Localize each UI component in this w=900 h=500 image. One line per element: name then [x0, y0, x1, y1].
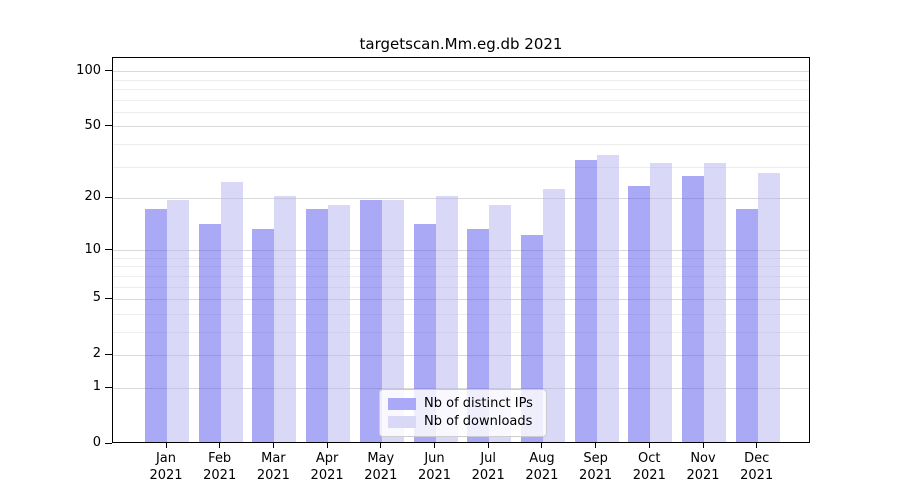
bar-distinct-ips: [628, 185, 651, 442]
x-tick-label-aug: Aug 2021: [525, 451, 559, 483]
y-gridline-minor: [113, 144, 809, 145]
y-gridline-major: [113, 354, 809, 356]
y-tick-mark: [105, 196, 112, 198]
x-tick-mark: [219, 443, 221, 448]
y-tick-label: 5: [92, 290, 101, 306]
y-gridline-minor: [113, 331, 809, 333]
x-tick-label-apr: Apr 2021: [310, 451, 344, 483]
bar-downloads: [435, 196, 458, 442]
y-tick-label: 100: [76, 62, 101, 78]
chart-title: targetscan.Mm.eg.db 2021: [359, 35, 563, 53]
y-tick-label: 50: [84, 117, 101, 133]
bar-distinct-ips: [252, 229, 275, 442]
bar-downloads: [274, 196, 297, 442]
x-tick-mark: [541, 443, 543, 448]
y-tick-mark: [105, 125, 112, 127]
legend-item-distinct-ips: Nb of distinct IPs: [388, 395, 538, 413]
bar-distinct-ips: [682, 176, 704, 442]
y-tick-mark: [105, 386, 112, 388]
y-tick-label: 2: [92, 346, 101, 362]
y-gridline-minor: [113, 266, 809, 268]
y-gridline-major: [113, 197, 809, 199]
y-gridline-minor: [113, 275, 809, 277]
bar-downloads: [328, 204, 351, 442]
x-tick-mark: [165, 443, 167, 448]
x-tick-label-oct: Oct 2021: [632, 451, 666, 483]
x-tick-label-jul: Jul 2021: [471, 451, 505, 483]
y-tick-mark: [105, 297, 112, 299]
x-tick-label-mar: Mar 2021: [256, 451, 290, 483]
y-gridline-major: [113, 126, 809, 128]
legend: Nb of distinct IPs Nb of downloads: [379, 389, 547, 437]
x-tick-label-jan: Jan 2021: [149, 451, 183, 483]
y-gridline-minor: [113, 286, 809, 288]
y-gridline-minor: [113, 79, 809, 81]
y-gridline-major: [113, 298, 809, 300]
legend-item-downloads: Nb of downloads: [388, 413, 538, 431]
legend-swatch-distinct-ips: [388, 398, 416, 410]
x-tick-label-may: May 2021: [364, 451, 398, 483]
x-tick-label-dec: Dec 2021: [740, 451, 774, 483]
bar-downloads: [220, 182, 243, 442]
x-tick-mark: [272, 443, 274, 448]
y-tick-label: 10: [84, 241, 101, 257]
x-tick-label-feb: Feb 2021: [203, 451, 237, 483]
bar-distinct-ips: [735, 208, 758, 442]
y-tick-mark: [105, 70, 112, 72]
x-tick-mark: [380, 443, 382, 448]
y-gridline-major: [113, 387, 809, 389]
bar-downloads: [542, 189, 565, 442]
bar-distinct-ips: [359, 200, 382, 442]
plot-area: [112, 57, 810, 443]
y-tick-mark: [105, 442, 112, 444]
y-tick-label: 0: [92, 435, 101, 450]
x-tick-mark: [648, 443, 650, 448]
legend-label-downloads: Nb of downloads: [424, 414, 533, 429]
y-gridline-minor: [113, 166, 809, 168]
y-gridline-major: [113, 71, 809, 73]
y-tick-label: 1: [92, 379, 101, 395]
x-tick-label-jun: Jun 2021: [417, 451, 452, 483]
y-tick-mark: [105, 353, 112, 355]
y-gridline-minor: [113, 89, 809, 91]
legend-swatch-downloads: [388, 416, 416, 428]
x-tick-mark: [326, 443, 328, 448]
bar-distinct-ips: [145, 208, 167, 442]
x-tick-mark: [756, 443, 758, 448]
bar-downloads: [596, 155, 619, 442]
bar-distinct-ips: [574, 160, 597, 442]
legend-label-distinct-ips: Nb of distinct IPs: [424, 396, 533, 411]
bar-distinct-ips: [306, 208, 329, 442]
x-tick-label-nov: Nov 2021: [686, 451, 720, 483]
y-gridline-minor: [113, 111, 809, 113]
bar-distinct-ips: [467, 229, 490, 442]
bar-downloads: [650, 162, 673, 442]
x-tick-mark: [595, 443, 597, 448]
bar-downloads: [757, 173, 780, 442]
bar-downloads: [167, 200, 189, 442]
bar-distinct-ips: [198, 223, 221, 442]
y-gridline-minor: [113, 99, 809, 101]
bar-distinct-ips: [413, 223, 436, 442]
y-tick-mark: [105, 249, 112, 251]
x-tick-mark: [702, 443, 704, 448]
y-gridline-minor: [113, 313, 809, 315]
bar-downloads: [381, 200, 404, 442]
y-gridline-minor: [113, 257, 809, 259]
y-tick-label: 20: [84, 189, 101, 205]
x-tick-label-sep: Sep 2021: [579, 451, 613, 483]
y-gridline-major: [113, 250, 809, 252]
x-tick-mark: [434, 443, 435, 448]
bar-downloads: [489, 204, 512, 442]
x-tick-mark: [487, 443, 489, 448]
bar-downloads: [704, 162, 726, 442]
